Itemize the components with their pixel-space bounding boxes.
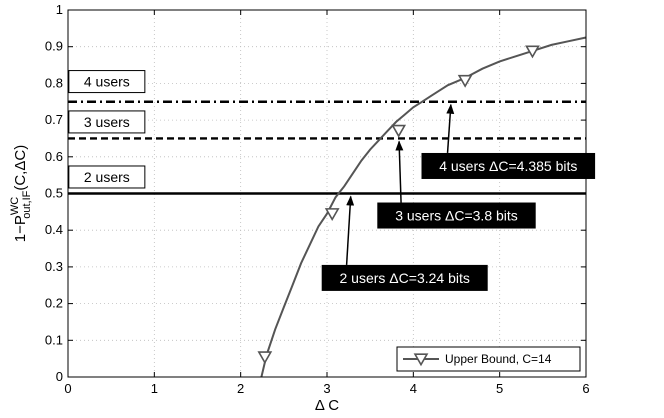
annotation: 3 users ΔC=3.8 bits: [377, 140, 536, 229]
region-label: 3 users: [68, 110, 146, 134]
y-tick-label: 0.6: [45, 149, 63, 164]
y-axis-label-sub: out,IF: [21, 190, 33, 218]
series-marker: [257, 351, 273, 365]
y-tick-labels: 0 0.1 0.2 0.3 0.4 0.5 0.6 0.7 0.8 0.9 1: [45, 2, 63, 384]
y-tick-label: 0.8: [45, 75, 63, 90]
region-labels: 2 users 3 users 4 users: [68, 70, 146, 189]
annotation-arrow: [446, 103, 455, 154]
region-label: 2 users: [68, 165, 146, 189]
x-tick-label: 0: [64, 381, 71, 396]
series-line: [260, 36, 587, 378]
region-label-text: 4 users: [84, 74, 130, 90]
series-marker: [324, 208, 340, 221]
series-marker: [525, 45, 540, 59]
region-label-text: 2 users: [84, 169, 130, 185]
y-tick-label: 0.2: [45, 296, 63, 311]
y-tick-label: 0.5: [45, 186, 63, 201]
series-layer: [257, 36, 587, 378]
series-marker: [391, 124, 407, 138]
x-tick-label: 4: [410, 381, 417, 396]
y-tick-label: 0.4: [45, 222, 63, 237]
region-label-box: [68, 70, 146, 94]
legend-marker: [413, 353, 429, 367]
x-tick-label: 1: [151, 381, 158, 396]
region-label: 4 users: [68, 70, 146, 94]
annotation-arrow: [395, 140, 404, 203]
annotation-text: 4 users ΔC=4.385 bits: [439, 158, 577, 174]
series-marker: [457, 74, 473, 88]
region-label-box: [68, 165, 146, 189]
region-label-text: 3 users: [84, 114, 130, 130]
annotation-box: [321, 264, 488, 291]
annotation-arrow: [345, 195, 355, 265]
y-axis-label-args: (C,ΔC): [12, 145, 29, 191]
x-tick-labels: 0 1 2 3 4 5 6: [64, 381, 589, 396]
annotation: 4 users ΔC=4.385 bits: [421, 103, 596, 179]
y-tick-label: 1: [56, 2, 63, 17]
y-tick-label: 0.7: [45, 112, 63, 127]
y-axis-label-main: 1−P: [12, 215, 29, 242]
y-tick-label: 0.3: [45, 259, 63, 274]
reference-lines: [68, 100, 586, 195]
region-label-box: [68, 110, 146, 134]
annotation-text: 2 users ΔC=3.24 bits: [340, 270, 470, 286]
x-tick-label: 6: [582, 381, 589, 396]
y-axis-label: 1−PWCout,IF(C,ΔC): [9, 145, 33, 242]
annotation-box: [377, 202, 536, 229]
legend-label: Upper Bound, C=14: [445, 352, 552, 366]
x-tick-label: 3: [323, 381, 330, 396]
y-tick-label: 0: [56, 369, 63, 384]
plot-frame: [67, 9, 587, 378]
y-tick-label: 0.1: [45, 332, 63, 347]
x-axis-label: Δ C: [315, 397, 339, 414]
annotation: 2 users ΔC=3.24 bits: [321, 195, 488, 291]
y-axis-label-sup: WC: [9, 197, 21, 215]
y-tick-label: 0.9: [45, 39, 63, 54]
x-tick-label: 5: [496, 381, 503, 396]
annotation-box: [421, 152, 596, 179]
annotations: 4 users ΔC=4.385 bits 3 users ΔC=3.8 bits…: [321, 103, 596, 291]
annotation-text: 3 users ΔC=3.8 bits: [395, 208, 518, 224]
legend: Upper Bound, C=14: [396, 346, 581, 372]
legend-box: [396, 346, 581, 372]
x-tick-label: 2: [237, 381, 244, 396]
